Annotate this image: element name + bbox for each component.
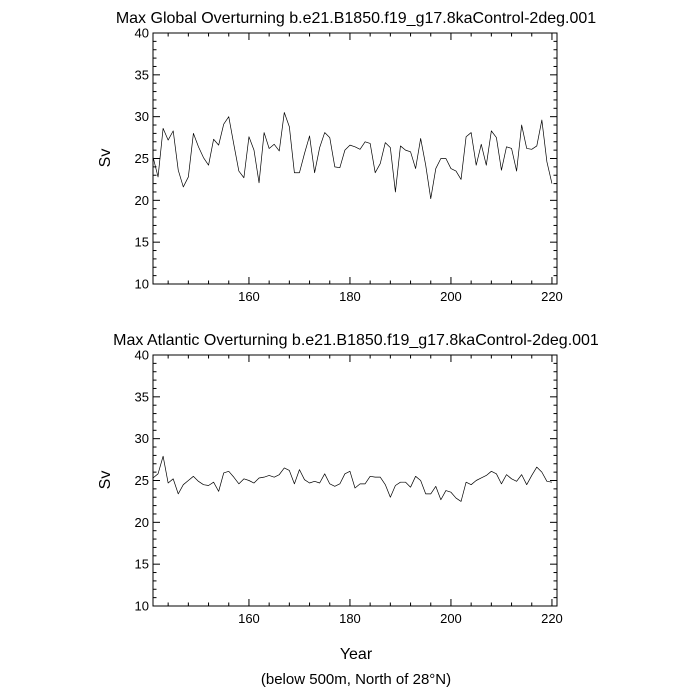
atlantic-x-tick-label: 200 xyxy=(440,611,462,626)
global-panel-title: Max Global Overturning b.e21.B1850.f19_g… xyxy=(116,10,596,27)
atlantic-x-tick-label: 220 xyxy=(541,611,563,626)
global-y-tick-label: 35 xyxy=(135,67,149,82)
atlantic-x-tick-label: 180 xyxy=(339,611,361,626)
x-axis-label-year: Year xyxy=(340,646,373,663)
atlantic-panel-title: Max Atlantic Overturning b.e21.B1850.f19… xyxy=(113,332,599,349)
global-overturning-line xyxy=(152,112,553,200)
global-y-tick-label: 25 xyxy=(135,151,149,166)
atlantic-y-tick-label: 10 xyxy=(135,599,149,614)
global-x-tick-label: 160 xyxy=(238,289,260,304)
atlantic-overturning-line xyxy=(152,455,553,502)
atlantic-y-tick-label: 20 xyxy=(135,515,149,530)
atlantic-plot-frame xyxy=(152,354,558,607)
global-x-tick-label: 180 xyxy=(339,289,361,304)
footnote: (below 500m, North of 28°N) xyxy=(261,671,451,688)
atlantic-x-tick-label: 160 xyxy=(238,611,260,626)
global-y-tick-label: 20 xyxy=(135,193,149,208)
global-overturning-panel: Max Global Overturning b.e21.B1850.f19_g… xyxy=(97,10,596,304)
atlantic-y-tick-label: 25 xyxy=(135,473,149,488)
atlantic-y-tick-label: 40 xyxy=(135,348,149,363)
atlantic-y-tick-label: 30 xyxy=(135,431,149,446)
global-y-tick-label: 10 xyxy=(135,277,149,292)
atlantic-y-tick-label: 35 xyxy=(135,389,149,404)
atlantic-y-axis-label: Sv xyxy=(97,471,114,490)
global-y-tick-label: 30 xyxy=(135,109,149,124)
global-plot-frame xyxy=(152,32,558,285)
global-y-tick-label: 40 xyxy=(135,26,149,41)
global-y-tick-label: 15 xyxy=(135,235,149,250)
global-x-tick-label: 220 xyxy=(541,289,563,304)
atlantic-overturning-panel: Max Atlantic Overturning b.e21.B1850.f19… xyxy=(97,332,599,663)
atlantic-y-tick-label: 15 xyxy=(135,557,149,572)
global-y-axis-label: Sv xyxy=(97,149,114,168)
global-x-tick-label: 200 xyxy=(440,289,462,304)
